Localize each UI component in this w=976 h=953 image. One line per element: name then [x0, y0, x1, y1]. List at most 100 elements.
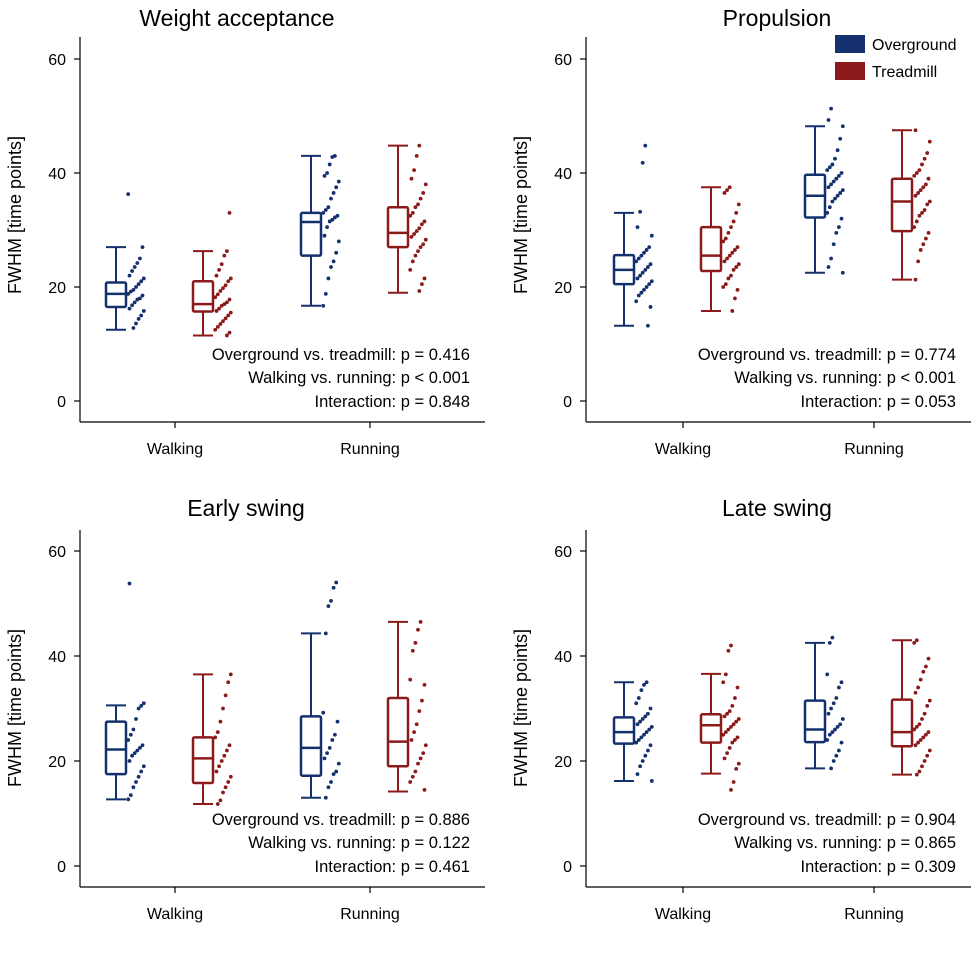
data-point: [140, 743, 145, 748]
data-point: [827, 732, 832, 737]
box-iqr: [299, 715, 323, 777]
y-tick-label: 60: [48, 544, 66, 561]
data-point: [135, 748, 140, 753]
data-point: [639, 290, 644, 295]
data-point: [912, 225, 917, 230]
panel-title: Propulsion: [723, 5, 832, 31]
data-point: [913, 193, 918, 198]
stat-line: Walking vs. running: p = 0.865: [734, 834, 956, 852]
data-point: [327, 219, 332, 224]
data-point: [410, 259, 415, 264]
legend-swatch-treadmill: [835, 62, 865, 80]
data-point: [831, 759, 836, 763]
data-point: [733, 738, 737, 742]
x-tick-label: Running: [844, 906, 904, 923]
y-axis-label: FWHM [time points]: [511, 136, 531, 294]
data-point: [334, 250, 339, 255]
data-point: [733, 296, 737, 301]
data-point: [417, 709, 422, 714]
box-running-treadmill: [386, 143, 428, 294]
data-point: [139, 313, 144, 318]
data-point: [213, 295, 218, 300]
data-point: [228, 774, 233, 779]
data-point: [329, 265, 333, 269]
box-iqr: [104, 720, 128, 776]
data-point: [735, 735, 740, 740]
data-point: [218, 719, 223, 724]
data-point: [831, 179, 836, 184]
data-point: [649, 779, 654, 783]
data-point: [735, 287, 740, 292]
data-point: [127, 306, 132, 311]
data-point: [422, 276, 427, 281]
data-point: [136, 317, 141, 321]
y-tick-label: 40: [48, 166, 66, 183]
data-point: [221, 286, 225, 291]
data-point: [721, 285, 726, 289]
data-point: [721, 732, 726, 737]
data-point: [223, 785, 228, 790]
data-point: [642, 732, 646, 737]
data-point: [925, 151, 930, 155]
data-point: [336, 761, 341, 766]
data-point: [648, 706, 653, 711]
data-point: [131, 727, 136, 732]
data-point: [736, 262, 741, 267]
data-point: [729, 787, 733, 792]
data-point: [228, 672, 233, 677]
data-point: [837, 225, 841, 230]
box-iqr: [191, 736, 215, 785]
data-point: [833, 196, 837, 201]
data-point: [829, 182, 833, 187]
box-walking-overground: [612, 680, 654, 783]
data-point: [414, 229, 419, 234]
data-point: [833, 156, 837, 161]
data-point: [418, 756, 423, 761]
data-point: [922, 711, 927, 716]
data-point: [422, 787, 427, 792]
data-point: [838, 136, 843, 141]
data-point: [730, 703, 735, 708]
data-point: [135, 261, 140, 265]
data-point: [418, 245, 423, 250]
data-point: [914, 772, 919, 777]
data-point: [834, 176, 839, 181]
data-point: [839, 740, 844, 745]
data-point: [423, 182, 428, 187]
data-point: [135, 297, 140, 302]
data-point: [920, 211, 924, 215]
data-point: [422, 219, 427, 224]
data-point: [333, 732, 337, 737]
data-point: [926, 230, 931, 235]
data-point: [830, 199, 835, 204]
data-point: [646, 323, 650, 328]
data-point: [335, 719, 340, 724]
data-point: [131, 785, 136, 790]
data-point: [924, 732, 928, 737]
data-point: [127, 273, 132, 278]
data-point: [834, 753, 839, 758]
data-point: [215, 292, 220, 297]
data-point: [130, 753, 135, 758]
data-point: [416, 627, 420, 632]
y-tick-label: 20: [554, 754, 572, 771]
data-point: [722, 756, 727, 761]
data-point: [913, 743, 918, 748]
data-point: [826, 118, 831, 122]
data-point: [638, 719, 642, 724]
data-point: [226, 680, 231, 685]
data-point: [726, 648, 731, 653]
data-point: [723, 730, 728, 735]
legend-label-treadmill: Treadmill: [872, 64, 937, 81]
data-point: [839, 171, 844, 175]
data-point: [634, 259, 639, 264]
data-point: [218, 289, 223, 293]
data-point: [225, 249, 229, 253]
data-point: [914, 219, 919, 224]
data-point: [730, 740, 735, 745]
y-tick-label: 20: [48, 754, 66, 771]
data-point: [638, 764, 642, 769]
data-point: [218, 322, 223, 326]
data-point: [334, 580, 339, 585]
box-iqr: [386, 696, 410, 768]
